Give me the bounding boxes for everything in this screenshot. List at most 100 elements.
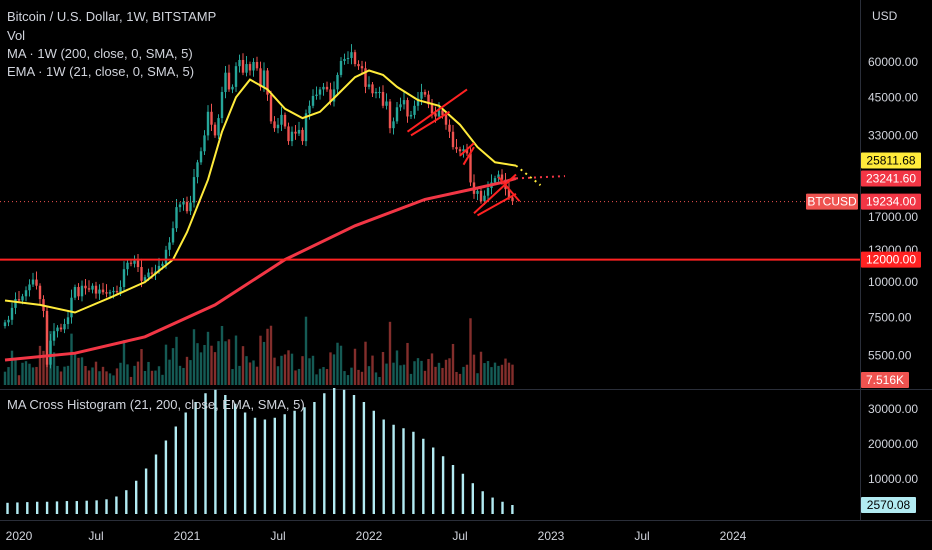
- histogram-bar: [243, 412, 247, 514]
- candle-body: [35, 279, 38, 286]
- candle-body: [150, 272, 154, 274]
- candle-body: [168, 242, 171, 250]
- candle-body: [448, 124, 451, 132]
- time-tick-label: 2024: [720, 529, 747, 543]
- candle-body: [434, 113, 437, 117]
- price-candles: [3, 44, 514, 369]
- volume-bar: [280, 355, 283, 385]
- volume-bar: [115, 368, 119, 385]
- histogram-bar: [45, 501, 49, 514]
- volume-bar: [59, 371, 63, 385]
- candle-body: [266, 70, 269, 95]
- oscillator-legend[interactable]: MA Cross Histogram (21, 200, close, EMA,…: [7, 397, 305, 412]
- volume-tag-bg: [861, 372, 909, 388]
- time-tick-label: 2023: [538, 529, 565, 543]
- histogram-bar: [26, 502, 29, 514]
- volume-bar: [10, 350, 14, 385]
- volume-bar: [248, 362, 252, 385]
- candle-body: [301, 129, 304, 142]
- ma-legend[interactable]: MA · 1W (200, close, 0, SMA, 5): [7, 46, 193, 61]
- volume-bar: [290, 353, 294, 385]
- candle-body: [252, 62, 255, 71]
- candle-body: [220, 91, 224, 119]
- candle-body: [507, 189, 511, 198]
- volume-bar: [192, 329, 196, 385]
- candle-body: [455, 147, 458, 150]
- histogram-bar: [95, 500, 98, 514]
- histogram-bar: [65, 501, 69, 514]
- candle-body: [374, 91, 378, 94]
- candle-body: [31, 279, 35, 285]
- time-tick-label: Jul: [452, 529, 467, 543]
- candle-body: [87, 288, 91, 290]
- candle-body: [119, 287, 122, 293]
- histogram-bar: [461, 473, 465, 514]
- volume-bar: [147, 361, 150, 385]
- candle-body: [409, 114, 413, 117]
- volume-bar: [168, 359, 171, 385]
- volume-bar: [476, 373, 479, 385]
- candle-body: [73, 287, 77, 298]
- volume-bar: [364, 341, 367, 385]
- candle-body: [126, 262, 129, 270]
- volume-bar: [395, 350, 399, 385]
- volume-bar: [416, 358, 420, 385]
- volume-bar: [98, 371, 101, 385]
- volume-bar: [150, 370, 154, 385]
- candle-body: [283, 114, 287, 127]
- currency-label[interactable]: USD: [872, 9, 898, 23]
- histogram-tick-label: 30000.00: [868, 402, 918, 416]
- candle-body: [213, 124, 217, 136]
- volume-bar: [182, 367, 185, 385]
- volume-bar: [287, 350, 290, 385]
- volume-bar: [276, 366, 280, 385]
- candle-body: [413, 105, 416, 115]
- candle-body: [224, 72, 227, 92]
- volume-bar: [486, 361, 490, 385]
- volume-bar: [42, 350, 45, 385]
- volume-bar: [73, 353, 77, 385]
- volume-legend[interactable]: Vol: [7, 28, 26, 43]
- candle-body: [276, 124, 280, 129]
- volume-bar: [35, 366, 38, 385]
- chart-title[interactable]: Bitcoin / U.S. Dollar, 1W, BITSTAMP: [7, 9, 217, 24]
- volume-bar: [301, 356, 304, 385]
- volume-bar: [367, 366, 371, 385]
- candle-body: [395, 107, 399, 122]
- volume-bar: [350, 367, 353, 385]
- volume-bar: [385, 363, 388, 385]
- histogram-bar: [422, 438, 425, 514]
- histogram-tick-label: 10000.00: [868, 472, 918, 486]
- histogram-bar: [511, 505, 514, 514]
- ema-legend[interactable]: EMA · 1W (21, close, 0, SMA, 5): [7, 64, 195, 79]
- candle-body: [273, 121, 276, 129]
- volume-bar: [234, 335, 238, 385]
- candle-body: [469, 153, 472, 183]
- candle-body: [402, 100, 406, 105]
- volume-bar: [406, 342, 409, 385]
- volume-bar: [7, 367, 10, 385]
- volume-bar: [199, 352, 203, 385]
- volume-bar: [185, 356, 189, 385]
- candle-body: [129, 262, 133, 264]
- candle-body: [164, 249, 168, 264]
- price-tag-bg: [861, 193, 921, 210]
- candle-body: [80, 285, 84, 297]
- candle-body: [147, 272, 150, 278]
- candle-body: [136, 260, 140, 267]
- volume-bar: [353, 348, 357, 385]
- volume-bar: [227, 339, 231, 385]
- trend-line-2: [459, 142, 475, 157]
- trend-line-4: [473, 173, 517, 215]
- symbol-tag-bg: [806, 193, 858, 210]
- candle-body: [371, 84, 374, 94]
- volume-bar: [133, 365, 136, 385]
- candle-body: [255, 62, 259, 69]
- candle-body: [381, 91, 385, 106]
- candle-body: [385, 101, 388, 106]
- volume-bar: [381, 352, 385, 385]
- volume-bar: [56, 365, 59, 385]
- candle-body: [304, 113, 308, 142]
- volume-bar: [154, 370, 157, 385]
